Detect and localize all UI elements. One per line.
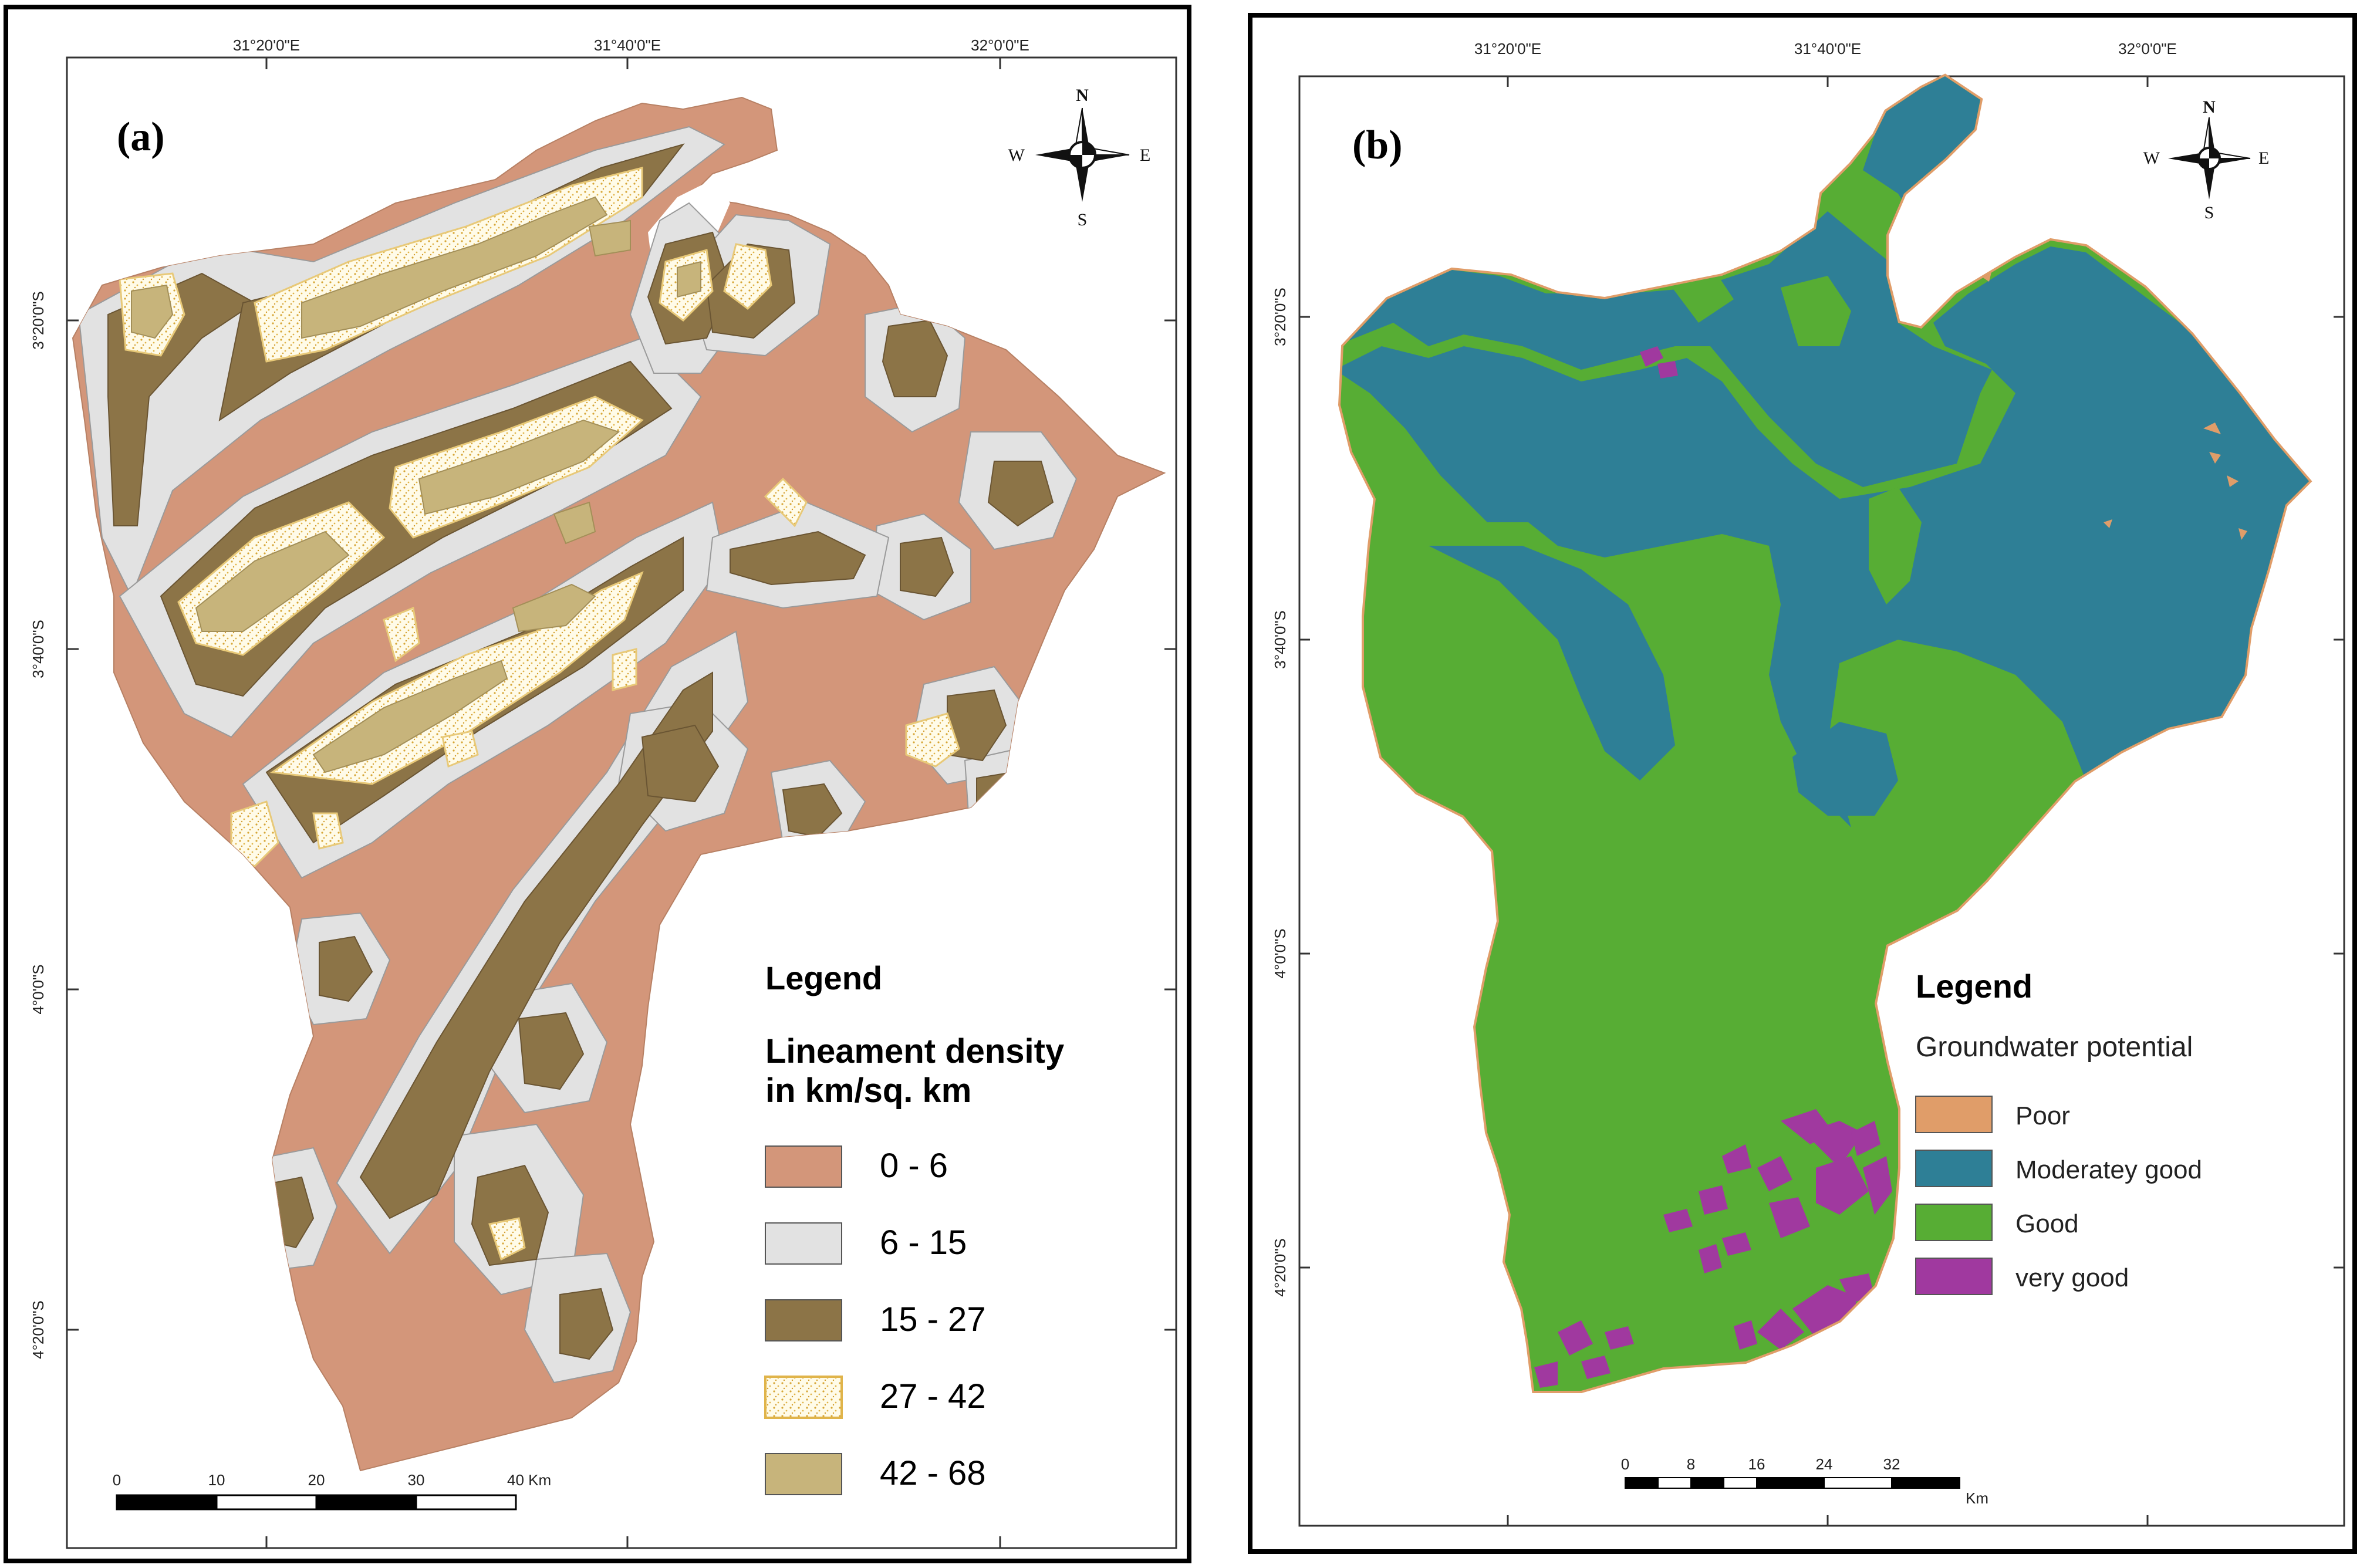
legend-label-moderately-good: Moderatey good: [2015, 1155, 2202, 1184]
map-b-legend-subtitle: Groundwater potential: [1916, 1032, 2193, 1063]
map-a-legend: Legend Lineament density in km/sq. km 0 …: [764, 959, 1064, 1495]
map-a-lon-label-2: 31°40'0"E: [594, 36, 661, 54]
map-b-lon-label-2: 31°40'0"E: [1794, 40, 1861, 58]
map-b-lat-label-3: 4°0'0"S: [1271, 928, 1289, 978]
map-a-compass-w: W: [1008, 146, 1025, 165]
legend-swatch-6-15: [765, 1222, 842, 1265]
map-panel-b: 31°20'0"E 31°40'0"E 32°0'0"E 3°20'0"S 3°…: [1248, 13, 2357, 1554]
map-a-lat-label-1: 3°20'0"S: [29, 291, 47, 350]
map-a-scale-tick-1: 10: [208, 1471, 225, 1489]
map-b-scale-tick-1: 8: [1687, 1455, 1695, 1473]
map-a-legend-subtitle-1: Lineament density: [765, 1032, 1064, 1070]
map-b-lon-label-3: 32°0'0"E: [2118, 40, 2177, 58]
map-a-legend-subtitle-2: in km/sq. km: [765, 1072, 971, 1110]
map-panel-a: 31°20'0"E 31°40'0"E 32°0'0"E 3°20'0"S 3°…: [4, 5, 1191, 1563]
legend-swatch-15-27: [765, 1299, 842, 1341]
map-b-legend: Legend Groundwater potential Poor Modera…: [1915, 968, 2202, 1295]
map-a-scale-tick-0: 0: [113, 1471, 121, 1489]
legend-label-15-27: 15 - 27: [880, 1300, 986, 1339]
map-b-scale-tick-2: 16: [1748, 1455, 1765, 1473]
map-b-scale-tick-4: 32: [1883, 1455, 1900, 1473]
map-a-neatline: [66, 56, 1177, 1549]
map-a-lat-label-3: 4°0'0"S: [29, 964, 47, 1014]
legend-swatch-moderately-good: [1915, 1150, 1993, 1187]
map-a-lat-label-4: 4°20'0"S: [29, 1300, 47, 1359]
legend-swatch-very-good: [1915, 1258, 1993, 1295]
map-a-north-arrow: N S E W: [1008, 86, 1151, 229]
map-b-north-arrow: N S E W: [2143, 97, 2270, 222]
map-b-neatline: [1298, 75, 2345, 1527]
map-a-canvas: 31°20'0"E 31°40'0"E 32°0'0"E 3°20'0"S 3°…: [29, 36, 1177, 1549]
legend-label-27-42: 27 - 42: [880, 1377, 986, 1415]
map-a-scale-tick-4: 40 Km: [507, 1471, 551, 1489]
map-b-lat-label-1: 3°20'0"S: [1271, 288, 1289, 346]
map-b-scale-tick-3: 24: [1816, 1455, 1833, 1473]
legend-label-6-15: 6 - 15: [880, 1224, 967, 1262]
legend-swatch-42-68: [765, 1453, 842, 1495]
legend-swatch-0-6: [765, 1145, 842, 1188]
map-b-lat-label-2: 3°40'0"S: [1271, 610, 1289, 669]
map-b-compass-w: W: [2143, 148, 2160, 168]
map-b-lat-ticks: [1299, 316, 2344, 1269]
map-b-panel-label: (b): [1352, 123, 1403, 168]
map-a-lat-ticks: [67, 319, 1176, 1331]
map-b-lat-label-4: 4°20'0"S: [1271, 1238, 1289, 1297]
map-b-lon-label-1: 31°20'0"E: [1474, 40, 1541, 58]
legend-label-42-68: 42 - 68: [880, 1454, 986, 1492]
legend-label-very-good: very good: [2015, 1263, 2129, 1292]
map-a-lon-label-1: 31°20'0"E: [233, 36, 300, 54]
legend-swatch-poor: [1915, 1096, 1993, 1133]
map-b-scale-bar: 0 8 16 24 32 Km: [1621, 1455, 1988, 1507]
map-b-groundwater-potential: [1338, 73, 2312, 1393]
map-a-compass-e: E: [1140, 146, 1150, 165]
map-b-lon-ticks: [1507, 76, 2149, 1526]
map-b-canvas: 31°20'0"E 31°40'0"E 32°0'0"E 3°20'0"S 3°…: [1271, 40, 2345, 1527]
map-a-panel-label: (a): [117, 114, 165, 160]
map-b-legend-title: Legend: [1916, 968, 2032, 1005]
map-a-lat-label-2: 3°40'0"S: [29, 620, 47, 678]
map-a-compass-n: N: [1076, 86, 1089, 105]
map-b-compass-n: N: [2203, 97, 2216, 117]
map-a-lineament-density: [72, 96, 1166, 1472]
legend-label-0-6: 0 - 6: [880, 1147, 948, 1185]
map-a-scale-tick-2: 20: [308, 1471, 325, 1489]
legend-swatch-27-42: [764, 1376, 843, 1419]
map-a-compass-s: S: [1078, 210, 1088, 229]
map-b-scale-tick-0: 0: [1621, 1455, 1629, 1473]
legend-swatch-good: [1915, 1204, 1993, 1241]
map-a-scale-bar: 0 10 20 30 40 Km: [113, 1471, 551, 1510]
map-a-legend-title: Legend: [765, 959, 882, 996]
map-b-scale-unit: Km: [1966, 1489, 1988, 1507]
legend-label-poor: Poor: [2015, 1101, 2070, 1130]
legend-label-good: Good: [2015, 1209, 2079, 1238]
map-b-compass-e: E: [2258, 148, 2269, 168]
map-b-compass-s: S: [2204, 203, 2214, 222]
map-a-lon-label-3: 32°0'0"E: [971, 36, 1029, 54]
map-a-lon-ticks: [265, 58, 1001, 1548]
map-a-scale-tick-3: 30: [408, 1471, 425, 1489]
